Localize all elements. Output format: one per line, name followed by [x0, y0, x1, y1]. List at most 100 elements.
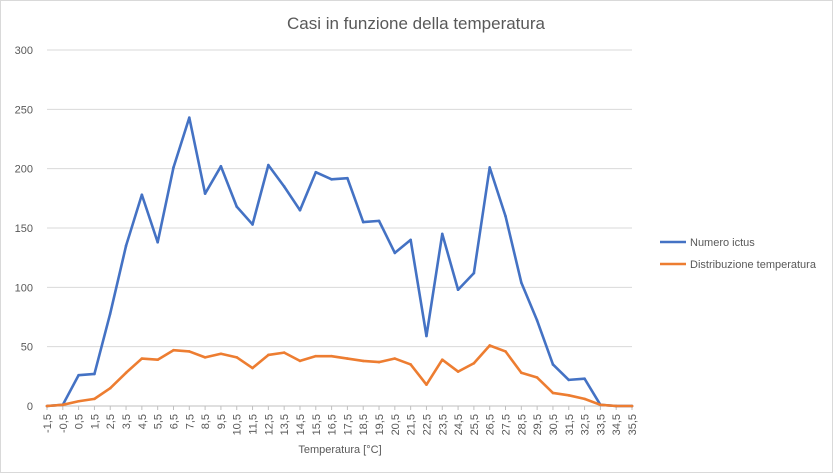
data-point — [472, 271, 476, 275]
data-point — [346, 357, 349, 360]
y-axis-ticks: 0 50 100 150 200 250 300 — [15, 45, 33, 413]
x-tick-label: 7,5 — [184, 414, 196, 429]
x-axis-ticks: -1,5 -0,5 0,5 1,5 2,5 3,5 4,5 5,5 6,5 7,5 8,5 9,5 10… — [42, 406, 639, 435]
x-tick-label: 32,5 — [580, 414, 592, 435]
x-tick-label: -1,5 — [42, 414, 54, 433]
x-tick-label: 9,5 — [216, 414, 228, 429]
series-group — [45, 116, 634, 408]
data-point — [361, 359, 365, 363]
data-point — [77, 373, 80, 377]
x-tick-label: 1,5 — [89, 414, 101, 429]
data-point — [282, 185, 286, 188]
data-point — [377, 219, 381, 223]
x-tick-label: 30,5 — [548, 414, 560, 435]
data-point — [520, 281, 523, 284]
data-point — [614, 404, 618, 408]
data-point — [45, 404, 49, 408]
data-point — [203, 192, 207, 195]
data-point — [187, 116, 191, 119]
x-tick-label: 28,5 — [516, 414, 528, 435]
x-tick-label: 23,5 — [437, 414, 449, 435]
data-point — [140, 357, 144, 360]
data-point — [472, 361, 476, 365]
data-point — [219, 164, 223, 168]
series-line — [45, 116, 634, 408]
data-point — [219, 352, 223, 356]
x-tick-label: 35,5 — [627, 414, 639, 435]
data-point — [93, 397, 96, 401]
data-point — [267, 163, 270, 167]
data-point — [172, 348, 175, 352]
x-tick-label: 16,5 — [327, 414, 339, 435]
x-tick-label: 14,5 — [295, 414, 307, 435]
data-point — [124, 244, 128, 248]
data-point — [251, 223, 254, 226]
x-tick-label: 0,5 — [74, 414, 86, 429]
data-point — [361, 220, 365, 224]
data-point — [488, 344, 492, 347]
data-point — [203, 356, 207, 359]
data-point — [488, 166, 492, 169]
x-tick-label: 2,5 — [105, 414, 117, 429]
data-point — [630, 404, 634, 408]
data-point — [409, 363, 412, 366]
x-tick-label: 19,5 — [374, 414, 386, 435]
series-lines — [45, 116, 634, 408]
data-point — [251, 366, 254, 370]
x-tick-label: 25,5 — [469, 414, 481, 435]
legend: Numero ictus Distribuzione temperatura — [660, 237, 817, 271]
y-tick-label: 100 — [15, 282, 33, 294]
x-tick-label: 27,5 — [501, 414, 513, 435]
x-tick-label: -0,5 — [58, 414, 70, 433]
data-point — [551, 391, 555, 395]
data-point — [346, 176, 349, 180]
data-point — [140, 193, 144, 197]
data-point — [440, 232, 444, 236]
data-point — [235, 205, 239, 208]
gridlines — [47, 49, 632, 407]
data-point — [456, 288, 460, 292]
y-tick-label: 200 — [15, 164, 33, 176]
x-tick-label: 11,5 — [248, 414, 260, 435]
data-point — [535, 376, 539, 379]
data-point — [108, 312, 112, 315]
y-tick-label: 250 — [15, 104, 33, 116]
data-point — [298, 208, 302, 212]
data-point — [583, 377, 586, 381]
data-point — [235, 356, 239, 359]
x-tick-label: 33,5 — [595, 414, 607, 435]
chart-title: Casi in funzione della temperatura — [287, 14, 546, 33]
y-tick-label: 150 — [15, 223, 33, 235]
x-tick-label: 26,5 — [485, 414, 497, 435]
data-point — [187, 350, 191, 353]
x-tick-label: 10,5 — [232, 414, 244, 435]
x-tick-label: 8,5 — [200, 414, 212, 429]
data-point — [124, 371, 128, 375]
x-tick-label: 18,5 — [358, 414, 370, 435]
series-group — [45, 344, 634, 408]
x-tick-label: 17,5 — [342, 414, 354, 435]
data-point — [393, 251, 397, 255]
x-tick-label: 13,5 — [279, 414, 291, 435]
data-point — [93, 372, 96, 376]
data-point — [599, 403, 602, 407]
x-tick-label: 31,5 — [564, 414, 576, 435]
x-tick-label: 24,5 — [453, 414, 465, 435]
series-line — [45, 344, 634, 408]
x-tick-label: 5,5 — [153, 414, 165, 429]
x-tick-label: 12,5 — [263, 414, 275, 435]
data-point — [425, 334, 428, 338]
x-tick-label: 3,5 — [121, 414, 133, 429]
data-point — [456, 370, 460, 373]
x-tick-label: 21,5 — [406, 414, 418, 435]
data-point — [108, 386, 112, 390]
data-point — [504, 350, 507, 353]
data-point — [298, 359, 302, 363]
data-point — [314, 354, 318, 358]
data-point — [61, 403, 65, 407]
data-point — [393, 357, 397, 360]
x-axis-title: Temperatura [°C] — [298, 444, 381, 456]
